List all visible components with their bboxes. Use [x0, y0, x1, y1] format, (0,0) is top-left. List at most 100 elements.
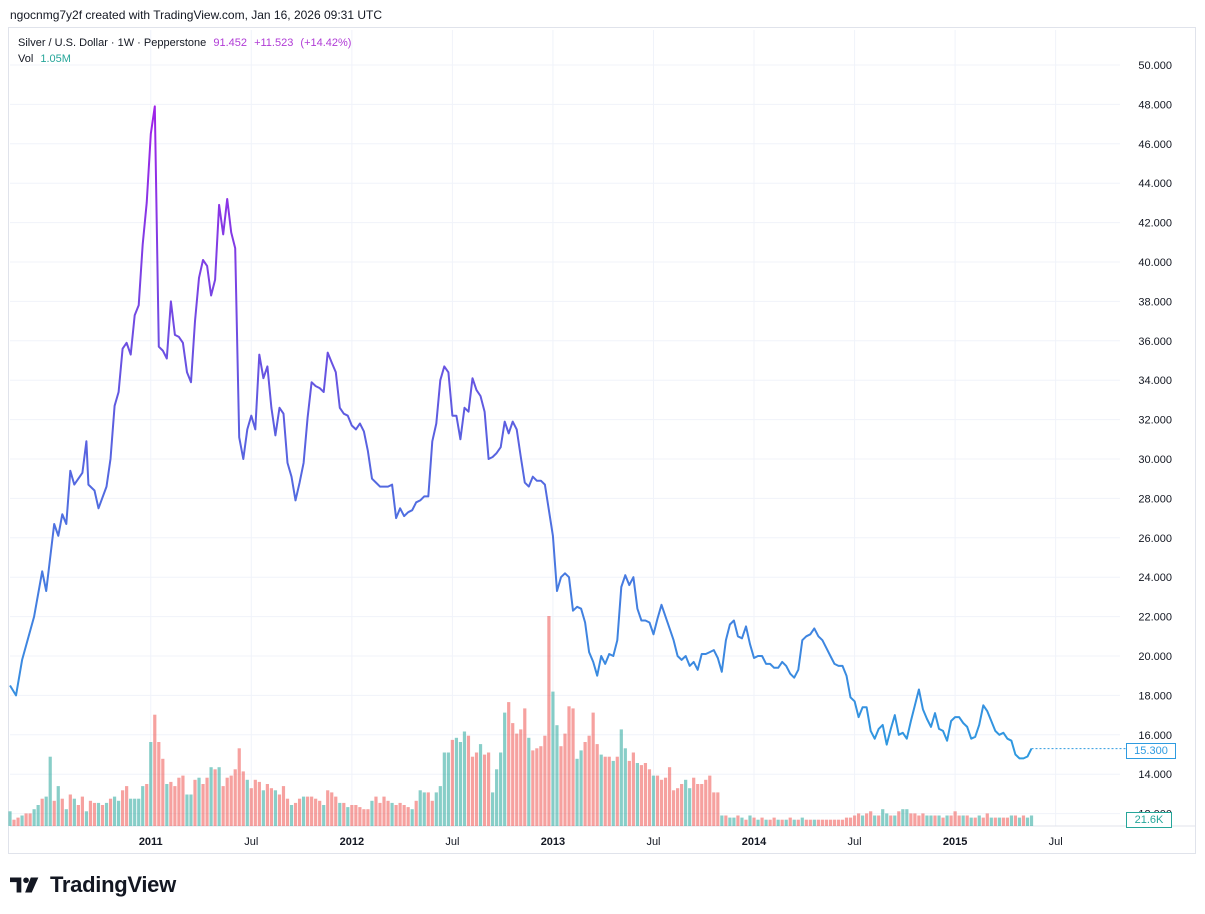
volume-bar: [28, 813, 32, 826]
volume-bar: [893, 815, 897, 826]
volume-bar: [197, 777, 201, 826]
volume-bar: [133, 798, 137, 826]
volume-bar: [402, 805, 406, 826]
volume-bar: [297, 798, 302, 826]
volume-bar: [462, 731, 467, 826]
volume-bar: [374, 796, 378, 826]
volume-bar: [571, 708, 575, 826]
volume-bar: [450, 739, 454, 826]
volume-bar: [499, 752, 503, 826]
volume-bar: [40, 798, 44, 826]
volume-bar: [812, 819, 816, 826]
volume-bar: [390, 802, 394, 826]
volume-bar: [48, 756, 52, 826]
time-axis[interactable]: 2011 Jul 2012 Jul 2013 Jul 2014 Jul 2015 Jul: [139, 836, 1063, 848]
volume-bar: [92, 802, 97, 826]
volume-bar: [1009, 815, 1014, 826]
tradingview-logo-icon: [10, 877, 39, 893]
volume-bar: [1025, 817, 1030, 826]
volume-bar: [619, 729, 623, 826]
x-tick-label: Jul: [445, 836, 459, 848]
volume-bar: [869, 811, 873, 826]
volume-bar: [740, 817, 744, 826]
volume-bar: [527, 737, 531, 826]
volume-bar: [1029, 815, 1034, 826]
volume-bar: [213, 769, 217, 826]
volume-bar: [44, 796, 48, 826]
volume-bar: [688, 788, 692, 826]
last-price-badge: 15.300: [1126, 743, 1176, 759]
volume-bar: [84, 811, 89, 826]
volume-bar: [901, 809, 905, 826]
volume-bar: [241, 771, 245, 826]
symbol-label[interactable]: Silver / U.S. Dollar · 1W · Pepperstone: [18, 37, 207, 49]
volume-bar: [712, 792, 716, 826]
volume-bar: [607, 756, 611, 826]
volume-label[interactable]: Vol: [18, 53, 34, 65]
volume-bar: [169, 781, 173, 826]
volume-bar: [603, 756, 607, 826]
volume-bar: [643, 763, 648, 826]
x-tick-label: Jul: [244, 836, 258, 848]
volume-bar: [792, 819, 796, 826]
volume-bar: [676, 788, 680, 826]
volume-bar: [953, 811, 957, 826]
volume-bar: [1021, 815, 1026, 826]
volume-bar: [861, 815, 865, 826]
volume-bars: [8, 616, 1034, 826]
volume-bar: [121, 790, 125, 826]
volume-bar: [1013, 815, 1018, 826]
volume-bar: [800, 817, 804, 826]
volume-bar: [330, 792, 334, 826]
x-tick-label: Jul: [1049, 836, 1063, 848]
volume-bar: [997, 817, 1001, 826]
volume-bar: [724, 815, 728, 826]
volume-bar: [824, 819, 829, 826]
volume-bar: [273, 790, 278, 826]
price-axis[interactable]: 50.000 48.000 46.000 44.000 42.000 40.000 38.0…: [1138, 60, 1172, 821]
volume-bar: [748, 815, 752, 826]
volume-bar: [563, 733, 567, 826]
volume-bar: [334, 796, 338, 826]
y-tick-label: 42.000: [1138, 218, 1172, 230]
volume-bar: [889, 815, 893, 826]
volume-bar: [535, 748, 539, 826]
volume-bar: [820, 819, 824, 826]
x-tick-label: Jul: [848, 836, 862, 848]
volume-bar: [173, 786, 177, 826]
volume-bar: [478, 744, 483, 826]
y-tick-label: 46.000: [1138, 139, 1172, 151]
volume-bar: [306, 796, 310, 826]
volume-bar: [599, 754, 603, 826]
volume-bar: [965, 815, 969, 826]
volume-bar: [129, 798, 133, 826]
volume-bar: [736, 815, 740, 826]
volume-bar: [342, 802, 346, 826]
volume-bar: [555, 725, 559, 826]
volume-bar: [579, 750, 583, 826]
tradingview-brand[interactable]: TradingView: [10, 872, 176, 898]
volume-bar: [611, 760, 615, 826]
volume-bar: [68, 794, 72, 826]
y-tick-label: 22.000: [1138, 612, 1172, 624]
volume-bar: [881, 809, 885, 826]
volume-bar: [145, 784, 149, 826]
volume-bar: [852, 815, 857, 826]
volume-bar: [301, 796, 306, 826]
volume-bar: [627, 760, 631, 826]
volume-bar: [366, 809, 370, 826]
volume-bar: [382, 796, 386, 826]
volume-bar: [989, 817, 993, 826]
volume-bar: [217, 767, 221, 826]
volume-bar: [177, 777, 181, 826]
volume-bar: [507, 702, 511, 826]
volume-bar: [326, 790, 330, 826]
brand-name: TradingView: [50, 872, 176, 897]
volume-bar: [840, 819, 845, 826]
volume-bar: [877, 815, 881, 826]
volume-bar: [149, 742, 153, 826]
volume-bar: [410, 809, 414, 826]
volume-bar: [704, 779, 708, 826]
volume-bar: [310, 796, 314, 826]
